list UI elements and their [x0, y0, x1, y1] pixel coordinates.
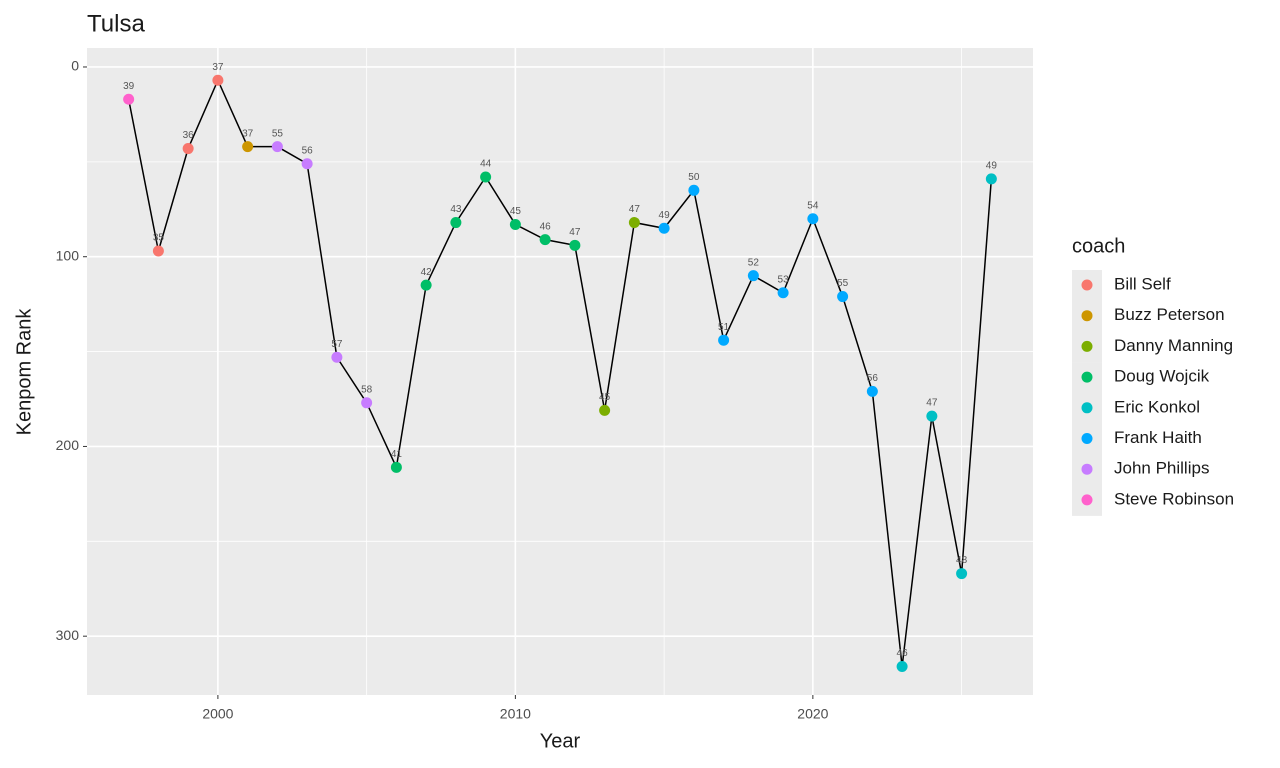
legend-swatch	[1081, 494, 1093, 506]
legend-label: Bill Self	[1114, 274, 1171, 293]
point-label: 37	[242, 128, 254, 139]
point	[718, 334, 730, 346]
point-label: 42	[421, 267, 433, 278]
legend-swatch	[1081, 310, 1093, 322]
y-tick-label: 200	[56, 437, 80, 453]
legend-title: coach	[1072, 235, 1125, 257]
point-label: 50	[688, 172, 700, 183]
legend-swatch	[1081, 402, 1093, 414]
point-label: 57	[331, 339, 343, 350]
point	[658, 222, 670, 234]
point	[123, 93, 135, 105]
point	[509, 218, 521, 230]
x-tick-label: 2000	[202, 706, 233, 722]
point-label: 55	[837, 278, 849, 289]
point	[331, 351, 343, 363]
point	[896, 661, 908, 673]
y-tick-label: 0	[71, 58, 79, 74]
point	[956, 568, 968, 580]
point-label: 43	[450, 204, 462, 215]
point	[777, 287, 789, 299]
legend-label: Eric Konkol	[1114, 397, 1200, 416]
point-label: 47	[629, 204, 641, 215]
point-label: 45	[510, 206, 522, 217]
plot-background	[87, 48, 1033, 695]
point	[182, 143, 194, 155]
point	[152, 245, 164, 257]
point-label: 54	[807, 200, 819, 211]
legend-label: Steve Robinson	[1114, 489, 1234, 508]
point	[569, 239, 581, 251]
point	[837, 291, 849, 303]
point-label: 44	[480, 159, 492, 170]
x-tick-label: 2020	[797, 706, 828, 722]
point-label: 36	[183, 130, 195, 141]
point	[480, 171, 492, 183]
point-label: 47	[926, 398, 938, 409]
legend-swatch	[1081, 340, 1093, 352]
point	[926, 410, 938, 422]
point-label: 45	[599, 392, 611, 403]
point	[807, 213, 819, 225]
point-label: 53	[778, 274, 790, 285]
point-label: 55	[272, 128, 284, 139]
point	[985, 173, 997, 185]
point-label: 48	[956, 555, 968, 566]
point-label: 58	[361, 384, 373, 395]
legend-label: Danny Manning	[1114, 336, 1233, 355]
point	[420, 279, 432, 291]
point-label: 37	[212, 62, 224, 73]
point	[599, 404, 611, 416]
legend-swatch	[1081, 463, 1093, 475]
y-tick-label: 300	[56, 627, 80, 643]
legend-label: Frank Haith	[1114, 428, 1202, 447]
point-label: 46	[540, 221, 552, 232]
point-label: 52	[748, 257, 760, 268]
point	[628, 217, 640, 229]
point-label: 39	[123, 81, 135, 92]
legend-label: John Phillips	[1114, 459, 1209, 478]
point-label: 51	[718, 322, 730, 333]
point-label: 46	[897, 648, 909, 659]
point	[390, 461, 402, 473]
point-label: 49	[986, 161, 998, 172]
point	[539, 234, 551, 246]
point-label: 35	[153, 233, 165, 244]
point	[450, 217, 462, 229]
x-tick-label: 2010	[500, 706, 531, 722]
point	[212, 74, 224, 86]
point	[747, 270, 759, 282]
point	[242, 141, 254, 153]
legend-swatch	[1081, 279, 1093, 291]
point	[688, 184, 700, 196]
legend-swatch	[1081, 433, 1093, 444]
point-label: 56	[867, 373, 879, 384]
point	[301, 158, 313, 170]
point	[361, 397, 373, 409]
point-label: 41	[391, 449, 403, 460]
legend-label: Doug Wojcik	[1114, 367, 1210, 386]
point	[271, 141, 283, 153]
point-label: 56	[302, 145, 314, 156]
x-axis-label: Year	[540, 730, 581, 752]
y-axis-label: Kenpom Rank	[13, 308, 35, 436]
chart-title: Tulsa	[87, 10, 145, 37]
legend-swatch	[1081, 371, 1093, 383]
y-tick-label: 100	[56, 247, 80, 263]
point-label: 47	[569, 227, 581, 238]
legend-label: Buzz Peterson	[1114, 305, 1225, 324]
point-label: 49	[659, 210, 671, 221]
point	[866, 385, 878, 397]
